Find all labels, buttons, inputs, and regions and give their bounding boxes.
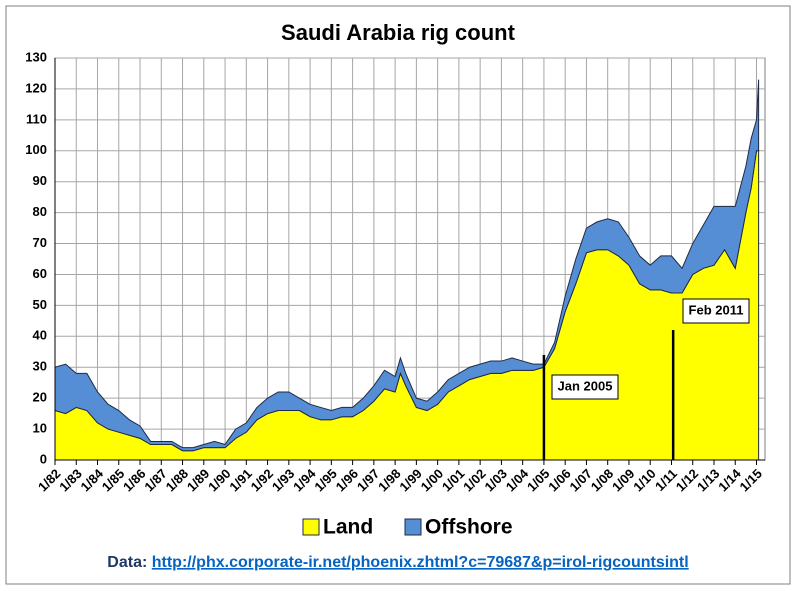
source-label: Data:: [107, 554, 147, 571]
chart-title: Saudi Arabia rig count: [281, 20, 516, 45]
y-tick-label: 130: [25, 49, 47, 64]
annotation-box: [551, 374, 619, 400]
y-tick-label: 80: [33, 204, 47, 219]
legend-swatch: [404, 518, 422, 536]
y-tick-label: 30: [33, 359, 47, 374]
annotation-text: Feb 2011: [689, 302, 744, 317]
legend-swatch: [302, 518, 320, 536]
y-tick-label: 110: [26, 111, 47, 126]
y-tick-label: 10: [33, 421, 47, 436]
y-tick-label: 40: [33, 328, 47, 343]
y-tick-label: 90: [33, 173, 47, 188]
y-tick-label: 0: [40, 451, 47, 466]
annotation-box: [682, 298, 750, 324]
source: Data: http://phx.corporate-ir.net/phoeni…: [107, 554, 688, 571]
legend-label: Offshore: [425, 516, 513, 539]
y-tick-label: 120: [25, 80, 47, 95]
area-1: [54, 79, 760, 452]
source-link[interactable]: http://phx.corporate-ir.net/phoenix.zhtm…: [152, 554, 689, 571]
y-tick-label: 60: [33, 266, 47, 281]
annotation-text: Jan 2005: [558, 378, 613, 393]
legend-label: Land: [323, 516, 373, 539]
y-tick-label: 50: [33, 297, 47, 312]
y-tick-label: 100: [25, 142, 47, 157]
y-tick-label: 70: [33, 235, 47, 250]
y-tick-label: 20: [33, 390, 47, 405]
